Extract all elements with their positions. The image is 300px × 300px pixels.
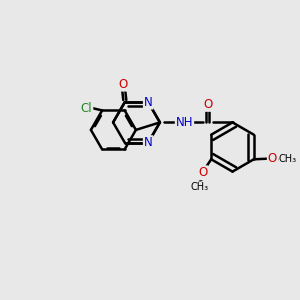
Text: N: N (144, 96, 153, 109)
Text: N: N (144, 136, 153, 149)
Text: O: O (198, 166, 207, 179)
Text: NH: NH (176, 116, 193, 129)
Text: O: O (268, 152, 277, 165)
Text: Cl: Cl (81, 101, 92, 115)
Text: O: O (119, 78, 128, 91)
Text: CH₃: CH₃ (190, 182, 208, 192)
Text: CH₃: CH₃ (279, 154, 297, 164)
Text: O: O (203, 98, 212, 111)
